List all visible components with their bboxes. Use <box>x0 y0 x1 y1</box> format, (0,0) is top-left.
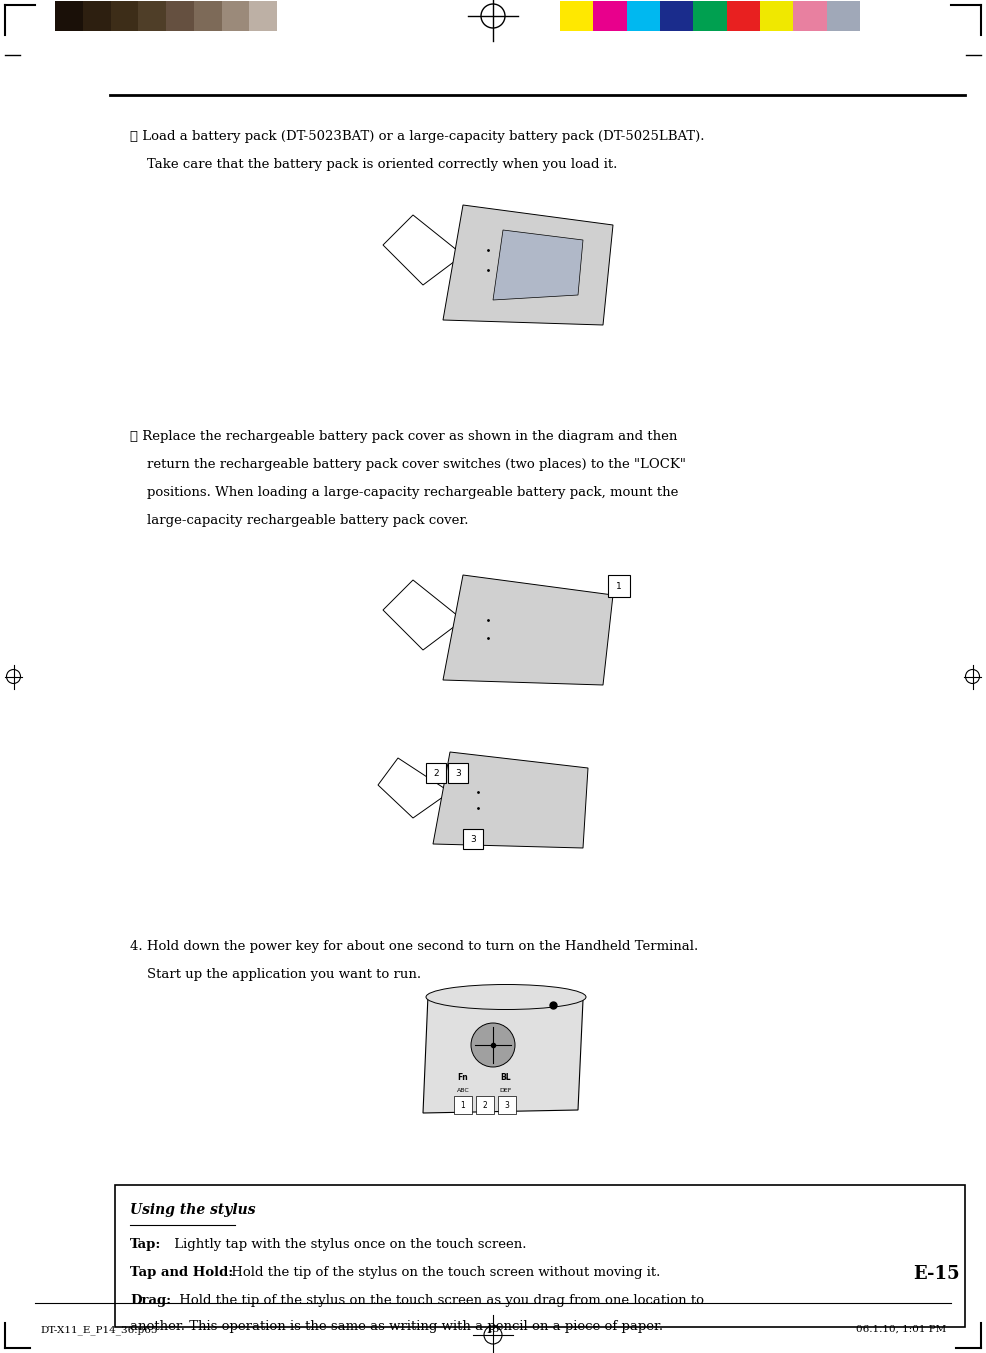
Bar <box>476 1096 494 1114</box>
Text: Lightly tap with the stylus once on the touch screen.: Lightly tap with the stylus once on the … <box>170 1238 527 1252</box>
Polygon shape <box>423 994 583 1114</box>
Bar <box>166 1 194 31</box>
Bar <box>594 1 627 31</box>
Text: BL: BL <box>501 1073 512 1081</box>
Text: Hold the tip of the stylus on the touch screen without moving it.: Hold the tip of the stylus on the touch … <box>227 1266 661 1279</box>
Polygon shape <box>443 575 613 685</box>
Bar <box>608 575 630 597</box>
Text: ② Load a battery pack (DT-5023BAT) or a large-capacity battery pack (DT-5025LBAT: ② Load a battery pack (DT-5023BAT) or a … <box>130 130 705 143</box>
Text: 2: 2 <box>433 769 439 778</box>
Text: ABC: ABC <box>457 1088 469 1092</box>
Bar <box>454 1096 472 1114</box>
Circle shape <box>471 1023 515 1068</box>
Text: Start up the application you want to run.: Start up the application you want to run… <box>130 967 421 981</box>
Text: ③ Replace the rechargeable battery pack cover as shown in the diagram and then: ③ Replace the rechargeable battery pack … <box>130 430 677 442</box>
Polygon shape <box>378 758 450 819</box>
Text: positions. When loading a large-capacity rechargeable battery pack, mount the: positions. When loading a large-capacity… <box>130 486 678 499</box>
Text: 1: 1 <box>616 582 622 590</box>
Bar <box>660 1 693 31</box>
Bar <box>222 1 249 31</box>
Text: Hold the tip of the stylus on the touch screen as you drag from one location to: Hold the tip of the stylus on the touch … <box>175 1293 704 1307</box>
Bar <box>110 1 138 31</box>
Text: 1: 1 <box>460 1100 465 1109</box>
Text: return the rechargeable battery pack cover switches (two places) to the "LOCK": return the rechargeable battery pack cov… <box>130 459 686 471</box>
Text: 3: 3 <box>456 769 460 778</box>
Text: Tap:: Tap: <box>130 1238 162 1252</box>
Bar <box>463 829 483 848</box>
Text: 2: 2 <box>482 1100 487 1109</box>
Text: 06.1.10, 1:01 PM: 06.1.10, 1:01 PM <box>856 1325 946 1334</box>
Text: 4. Hold down the power key for about one second to turn on the Handheld Terminal: 4. Hold down the power key for about one… <box>130 940 698 953</box>
Bar <box>55 1 83 31</box>
Text: DT-X11_E_P14_36.p65: DT-X11_E_P14_36.p65 <box>40 1325 158 1334</box>
Bar <box>115 1185 965 1327</box>
Text: Fn: Fn <box>458 1073 468 1081</box>
Text: another. This operation is the same as writing with a pencil on a piece of paper: another. This operation is the same as w… <box>130 1321 664 1333</box>
Ellipse shape <box>426 985 586 1009</box>
Polygon shape <box>433 752 588 848</box>
Text: large-capacity rechargeable battery pack cover.: large-capacity rechargeable battery pack… <box>130 514 468 528</box>
Bar <box>760 1 794 31</box>
Bar <box>249 1 277 31</box>
Text: 3: 3 <box>505 1100 510 1109</box>
Polygon shape <box>383 215 463 285</box>
Bar <box>727 1 760 31</box>
Text: Take care that the battery pack is oriented correctly when you load it.: Take care that the battery pack is orien… <box>130 158 617 170</box>
Text: Using the stylus: Using the stylus <box>130 1203 255 1216</box>
Text: E-15: E-15 <box>913 1265 960 1283</box>
Bar <box>138 1 166 31</box>
Text: Tap and Hold:: Tap and Hold: <box>130 1266 234 1279</box>
Polygon shape <box>443 206 613 325</box>
Polygon shape <box>493 230 583 300</box>
Text: DEF: DEF <box>500 1088 512 1092</box>
Bar <box>826 1 860 31</box>
Polygon shape <box>383 580 463 649</box>
Bar <box>448 763 468 783</box>
Text: 15: 15 <box>486 1325 500 1334</box>
Text: Drag:: Drag: <box>130 1293 172 1307</box>
Bar <box>693 1 727 31</box>
Bar <box>560 1 594 31</box>
Text: 3: 3 <box>470 835 476 843</box>
Bar <box>426 763 446 783</box>
Bar <box>627 1 660 31</box>
Bar <box>83 1 110 31</box>
Bar <box>794 1 826 31</box>
Bar <box>277 1 305 31</box>
Bar <box>498 1096 516 1114</box>
Bar <box>194 1 222 31</box>
